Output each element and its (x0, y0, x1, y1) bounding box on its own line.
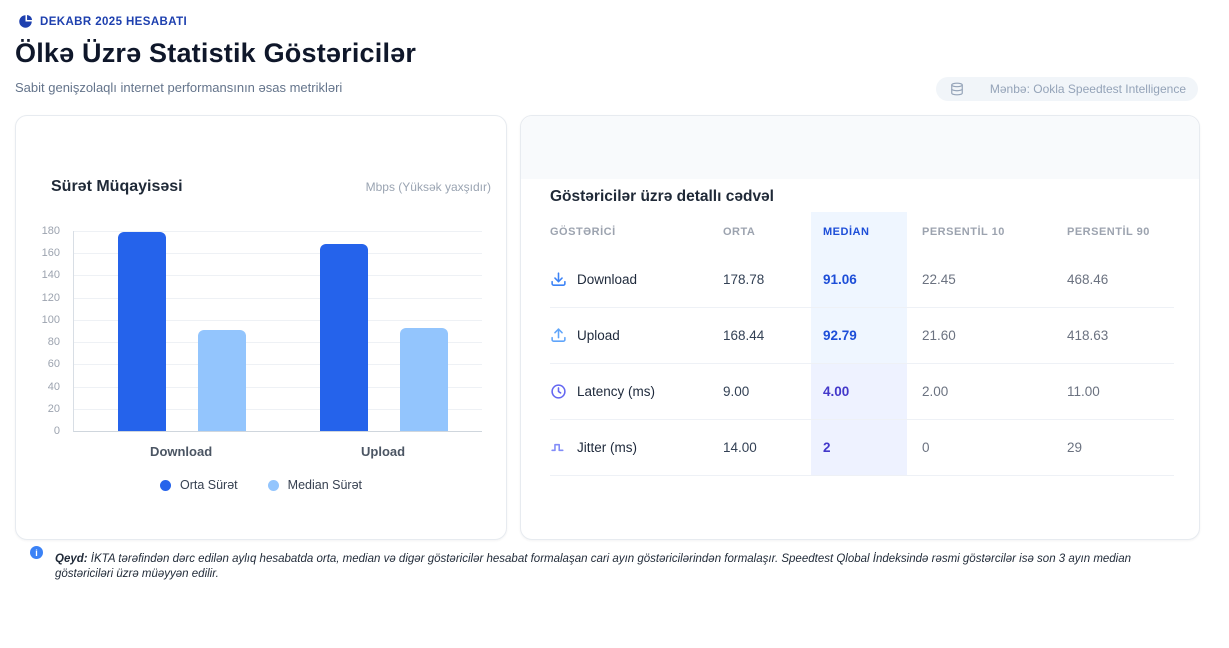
page-subtitle: Sabit genişzolaqlı internet performansın… (15, 80, 343, 95)
metric-label: Jitter (ms) (577, 440, 637, 455)
source-badge-label: Mənbə: Ookla Speedtest Intelligence (989, 82, 1186, 96)
column-header-persenti-l-10: PERSENTİL 10 (922, 226, 1005, 238)
gridline (74, 253, 482, 255)
metric-label: Upload (577, 328, 620, 343)
chart-header: Sürət Müqayisəsi Mbps (Yüksək yaxşıdır) (51, 178, 491, 196)
bar-chart-plot-area (73, 231, 482, 432)
y-tick-100: 100 (41, 313, 60, 326)
report-badge: DEKABR 2025 HESABATI (18, 14, 187, 29)
metrics-table: GÖSTƏRİCİ ORTA MEDİAN PERSENTİL 10 PERSENTİL… (550, 212, 1174, 476)
y-tick-160: 160 (41, 247, 60, 260)
table-card-header-band (521, 116, 1199, 179)
source-badge: Mənbə: Ookla Speedtest Intelligence (935, 77, 1198, 101)
y-tick-140: 140 (41, 269, 60, 282)
speed-comparison-card: Sürət Müqayisəsi Mbps (Yüksək yaxşıdır) … (15, 115, 507, 540)
table-row-upload: Upload 168.44 92.79 21.60 418.63 (550, 308, 1174, 364)
legend-dot-orta-s-r-t (159, 479, 171, 491)
persentil-90-value: 468.46 (1067, 272, 1109, 287)
gridline (74, 275, 482, 277)
y-tick-80: 80 (47, 336, 60, 349)
legend-label: Orta Sürət (179, 478, 238, 492)
persentil-10-value: 0 (922, 440, 930, 455)
database-icon (950, 82, 964, 96)
y-axis-labels: 0 20 40 60 80 100 120 140 160 180 (16, 116, 62, 539)
y-tick-180: 180 (41, 225, 60, 237)
orta-value: 178.78 (723, 272, 765, 287)
chart-title: Sürət Müqayisəsi (51, 178, 183, 195)
column-header-orta: ORTA (723, 226, 756, 238)
y-tick-40: 40 (47, 380, 60, 393)
footnote-body: İKTA tərəfindən dərc edilən aylıq hesaba… (55, 553, 1132, 580)
bar-upload-median-s-r-t (400, 327, 449, 431)
page-title: Ölkə Üzrə Statistik Göstəricilər (15, 38, 417, 68)
y-tick-120: 120 (41, 291, 60, 304)
metrics-table-card: Göstəricilər üzrə detallı cədvəl GÖSTƏRİ… (520, 115, 1200, 540)
bar-download-orta-s-r-t (118, 232, 167, 431)
metric-cell-download: Download (550, 252, 723, 307)
metric-label: Latency (ms) (577, 384, 656, 399)
persentil-10-value: 2.00 (922, 384, 949, 399)
column-header-medi-an: MEDİAN (811, 212, 907, 252)
persentil-10-value: 22.45 (922, 272, 956, 287)
legend-dot-median-s-r-t (267, 479, 279, 491)
gridline (74, 297, 482, 299)
legend-item-orta-s-r-t: Orta Sürət (159, 478, 238, 492)
y-tick-0: 0 (53, 425, 60, 437)
metric-label: Download (577, 272, 638, 287)
persentil-90-value: 11.00 (1067, 384, 1100, 399)
orta-value: 168.44 (723, 328, 765, 343)
bar-upload-orta-s-r-t (320, 243, 369, 431)
gridline (74, 386, 482, 388)
orta-value: 14.00 (723, 440, 757, 455)
median-value: 91.06 (811, 252, 907, 307)
report-badge-label: DEKABR 2025 HESABATI (40, 15, 188, 28)
table-header-row: GÖSTƏRİCİ ORTA MEDİAN PERSENTİL 10 PERSENTİL… (550, 212, 1174, 252)
table-row-latency-ms: Latency (ms) 9.00 4.00 2.00 11.00 (550, 364, 1174, 420)
legend-item-median-s-r-t: Median Sürət (267, 478, 363, 492)
bar-download-median-s-r-t (198, 329, 247, 431)
metric-cell-latency-ms: Latency (ms) (550, 364, 723, 419)
median-value: 2 (811, 420, 907, 475)
median-value: 92.79 (811, 308, 907, 363)
legend-label: Median Sürət (287, 478, 363, 492)
persentil-90-value: 29 (1067, 440, 1083, 455)
column-header-persenti-l-90: PERSENTİL 90 (1067, 226, 1150, 238)
chart-legend: Orta Sürət Median Sürət (16, 478, 506, 492)
orta-value: 9.00 (723, 384, 750, 399)
gridline (74, 342, 482, 344)
column-header-g-st-ri-ci: GÖSTƏRİCİ (550, 226, 616, 238)
y-tick-60: 60 (47, 358, 60, 371)
info-icon: i (30, 546, 43, 559)
bar-group-download (118, 232, 247, 431)
persentil-10-value: 21.60 (922, 328, 956, 343)
pie-chart-icon (18, 14, 33, 29)
table-title: Göstəricilər üzrə detallı cədvəl (550, 188, 774, 205)
gridline (74, 408, 482, 410)
download-icon (550, 271, 567, 288)
x-label-upload: Upload (361, 444, 406, 459)
gridline (74, 319, 482, 321)
footnote-label: Qeyd: (55, 553, 88, 565)
chart-unit-label: Mbps (Yüksək yaxşıdır) (365, 180, 491, 194)
jitter-icon (550, 439, 567, 456)
footnote: Qeyd: İKTA tərəfindən dərc edilən aylıq … (55, 552, 1170, 582)
gridline (74, 364, 482, 366)
table-row-download: Download 178.78 91.06 22.45 468.46 (550, 252, 1174, 308)
metric-cell-upload: Upload (550, 308, 723, 363)
y-tick-20: 20 (47, 402, 60, 415)
x-label-download: Download (150, 444, 213, 459)
median-value: 4.00 (811, 364, 907, 419)
x-axis-labels: Download Upload (73, 444, 481, 462)
bar-group-upload (320, 243, 449, 431)
clock-icon (550, 383, 567, 400)
persentil-90-value: 418.63 (1067, 328, 1109, 343)
metric-cell-jitter-ms: Jitter (ms) (550, 420, 723, 475)
upload-icon (550, 327, 567, 344)
table-row-jitter-ms: Jitter (ms) 14.00 2 0 29 (550, 420, 1174, 476)
gridline (74, 231, 482, 232)
